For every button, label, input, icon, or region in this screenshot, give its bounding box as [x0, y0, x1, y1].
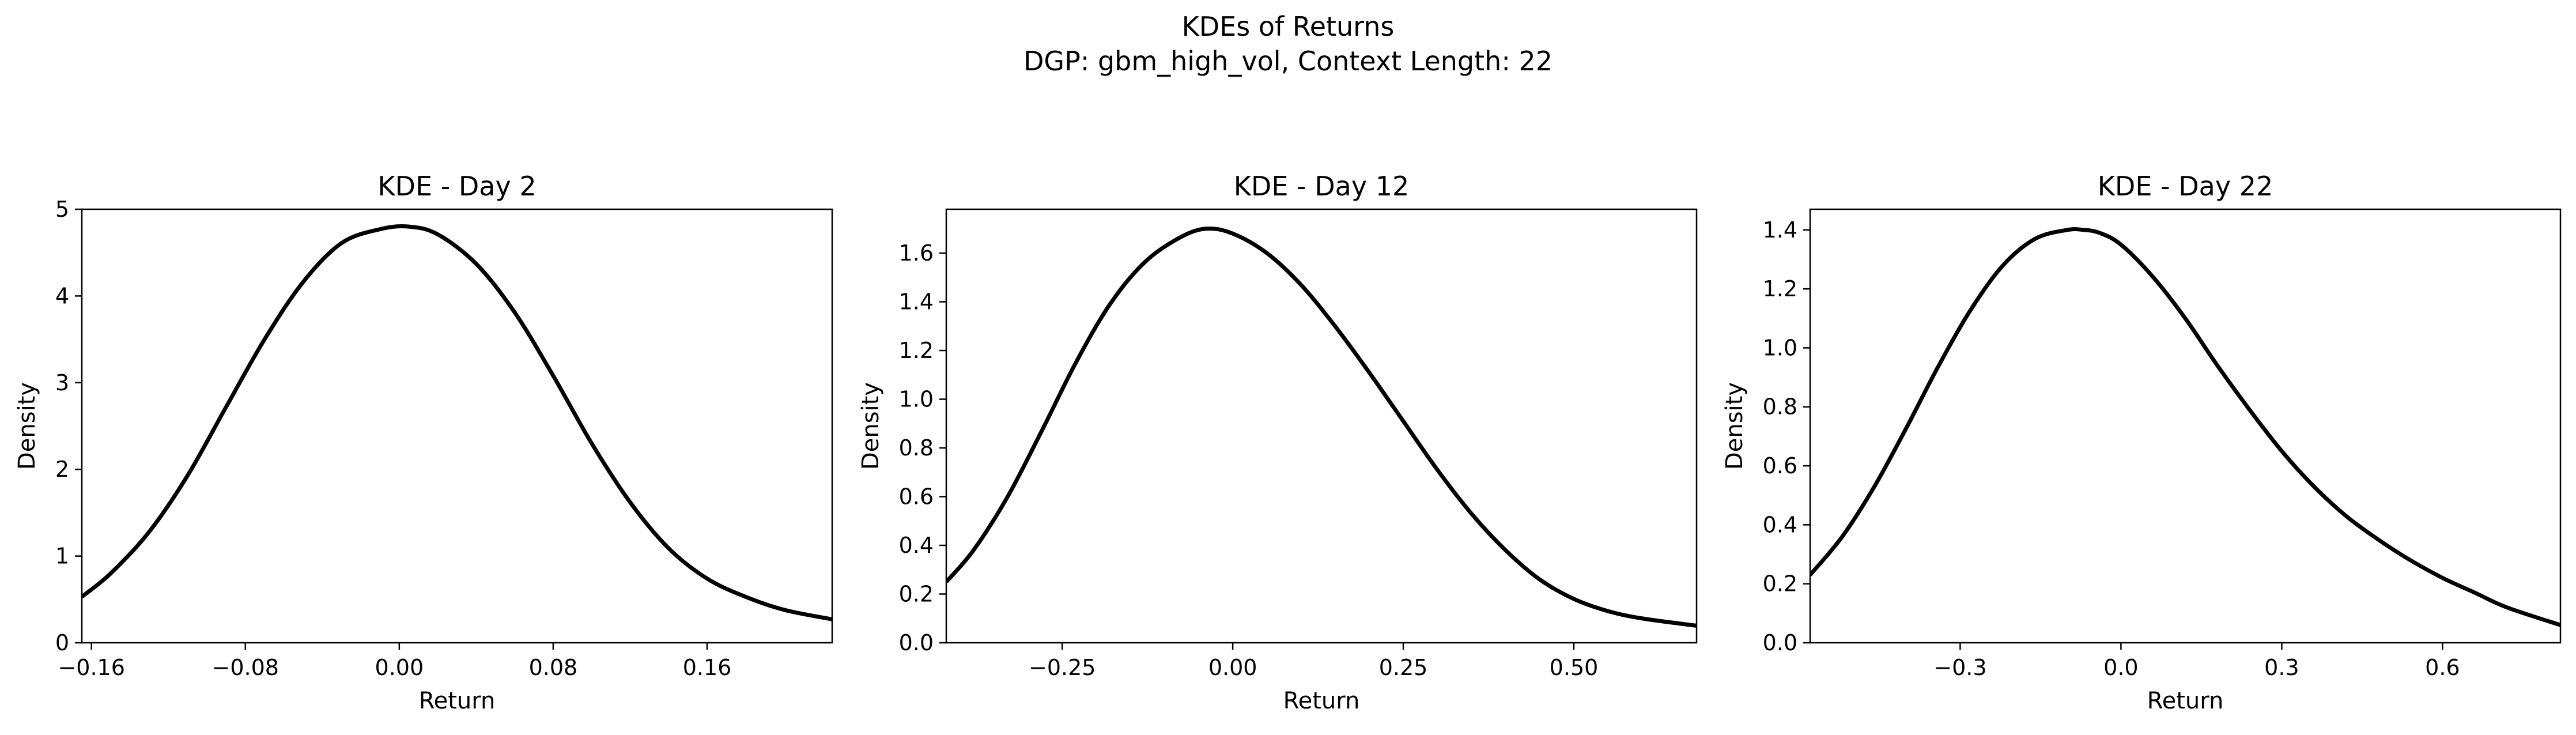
- kde-curve: [1810, 227, 2560, 627]
- kde-panel-3: −0.3 0.0 0.3 0.6 0.0 0.2 0.4 0.6 0.8 1.0 1.2 1.4 KDE…: [1721, 171, 2562, 714]
- y-tick-label: 1.2: [1763, 276, 1797, 301]
- y-tick-label: 0.2: [899, 582, 934, 607]
- x-tick-label: −0.25: [1029, 655, 1096, 680]
- y-axis-label: Density: [1721, 382, 1748, 470]
- x-tick-label: 0.00: [375, 655, 424, 680]
- y-tick-label: 1.2: [899, 338, 934, 363]
- y-tick-label: 1.0: [899, 387, 934, 412]
- y-tick-label: 0.2: [1763, 571, 1797, 597]
- x-axis-label: Return: [1283, 688, 1360, 714]
- y-tick-label: 3: [55, 370, 69, 395]
- kde-curve: [82, 224, 832, 621]
- y-axis-label: Density: [858, 382, 884, 470]
- x-tick-label: 0.08: [529, 655, 578, 680]
- kde-panel-2: −0.25 0.00 0.25 0.50 0.0 0.2 0.4 0.6 0.8 1.0 1.2 1.…: [858, 171, 1698, 714]
- y-tick-label: 5: [55, 197, 69, 222]
- kde-panels: −0.16 −0.08 0.00 0.08 0.16 0 1 2 3 4 5 KDE - Day 2 R…: [14, 171, 2562, 714]
- x-tick-label: 0.6: [2425, 655, 2460, 680]
- y-tick-label: 0.6: [899, 484, 934, 510]
- y-tick-label: 1.4: [899, 289, 934, 315]
- x-axis-label: Return: [2147, 688, 2224, 714]
- y-tick-label: 1: [55, 544, 69, 569]
- kde-curve: [946, 226, 1697, 628]
- panel-title: KDE - Day 22: [2098, 171, 2273, 202]
- x-tick-label: 0.50: [1550, 655, 1599, 680]
- y-tick-label: 1.0: [1763, 335, 1797, 360]
- axes-frame: [81, 208, 833, 644]
- axes-frame: [1809, 208, 2562, 644]
- x-tick-label: −0.3: [1933, 655, 1986, 680]
- x-tick-label: 0.3: [2264, 655, 2299, 680]
- figure-title-line2: DGP: gbm_high_vol, Context Length: 22: [1023, 46, 1553, 77]
- x-tick-label: −0.16: [58, 655, 124, 680]
- axes-frame: [945, 208, 1698, 644]
- y-tick-label: 0.4: [1763, 512, 1797, 537]
- x-tick-label: 0.25: [1379, 655, 1428, 680]
- y-tick-label: 0.8: [1763, 394, 1797, 420]
- y-tick-label: 4: [55, 283, 69, 308]
- y-tick-label: 0.0: [899, 630, 934, 655]
- x-tick-label: 0.00: [1208, 655, 1257, 680]
- x-tick-label: −0.08: [212, 655, 279, 680]
- x-tick-label: 0.16: [683, 655, 732, 680]
- x-tick-label: 0.0: [2103, 655, 2138, 680]
- x-axis-label: Return: [419, 688, 496, 714]
- y-tick-label: 0.8: [899, 435, 934, 461]
- panel-title: KDE - Day 12: [1234, 171, 1409, 202]
- y-axis-label: Density: [14, 382, 40, 470]
- y-tick-label: 1.4: [1763, 217, 1797, 243]
- figure-title-line1: KDEs of Returns: [1182, 11, 1395, 42]
- panel-title: KDE - Day 2: [377, 171, 536, 202]
- kde-panel-1: −0.16 −0.08 0.00 0.08 0.16 0 1 2 3 4 5 KDE - Day 2 R…: [14, 171, 833, 714]
- y-tick-label: 2: [55, 457, 69, 482]
- y-tick-label: 0.0: [1763, 630, 1797, 655]
- y-tick-label: 0.4: [899, 533, 934, 558]
- y-tick-label: 0: [55, 630, 69, 655]
- y-tick-label: 1.6: [899, 240, 934, 266]
- y-tick-label: 0.6: [1763, 453, 1797, 478]
